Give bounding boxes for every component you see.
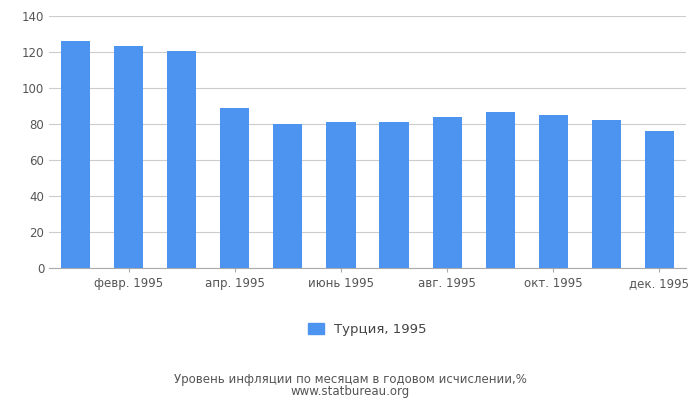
Bar — [592, 120, 621, 268]
Text: Уровень инфляции по месяцам в годовом исчислении,%: Уровень инфляции по месяцам в годовом ис… — [174, 374, 526, 386]
Bar — [220, 108, 249, 268]
Bar — [273, 124, 302, 268]
Bar — [539, 115, 568, 268]
Bar — [486, 112, 514, 268]
Bar — [379, 122, 409, 268]
Text: www.statbureau.org: www.statbureau.org — [290, 386, 410, 398]
Bar — [326, 122, 356, 268]
Bar — [167, 51, 196, 268]
Bar — [61, 41, 90, 268]
Bar — [114, 46, 144, 268]
Bar — [433, 117, 462, 268]
Bar — [645, 131, 674, 268]
Legend: Турция, 1995: Турция, 1995 — [303, 318, 432, 341]
